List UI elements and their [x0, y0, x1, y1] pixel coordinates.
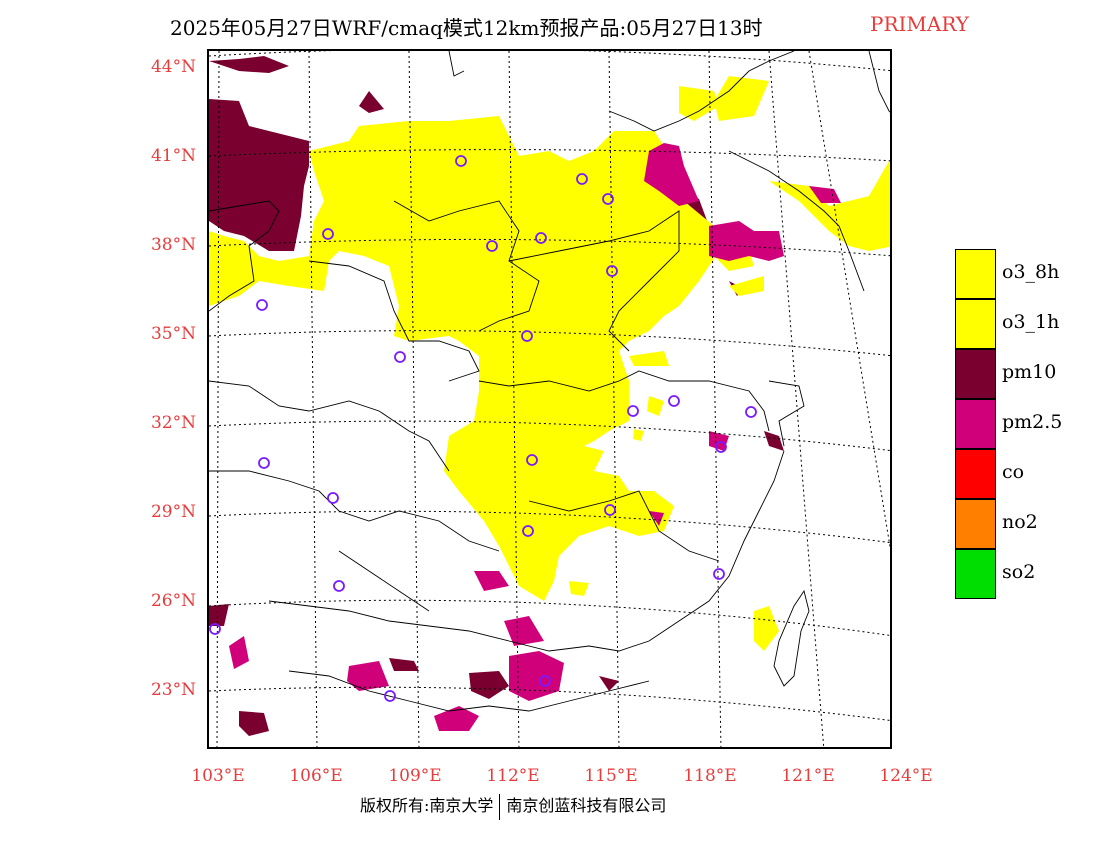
lon-label-106: 106°E — [289, 766, 343, 786]
footer-separator — [499, 793, 501, 820]
legend-swatch-co — [955, 449, 996, 499]
legend-label-no2: no2 — [1002, 511, 1038, 533]
legend-item-o3-8h: o3_8h — [955, 249, 1085, 299]
forecast-map — [209, 51, 890, 747]
title-row: 2025年05月27日WRF/cmaq模式12km预报产品:05月27日13时 … — [0, 12, 1100, 40]
legend-item-pm10: pm10 — [955, 349, 1085, 399]
lon-label-118: 118°E — [683, 766, 737, 786]
legend-swatch-pm10 — [955, 349, 996, 399]
copyright-footer: 版权所有:南京大学 南京创蓝科技有限公司 — [360, 792, 666, 820]
lon-label-112: 112°E — [486, 766, 540, 786]
legend-label-pm25: pm2.5 — [1002, 411, 1063, 433]
lat-label-35: 35°N — [150, 324, 196, 344]
lon-label-109: 109°E — [388, 766, 442, 786]
lon-label-121: 121°E — [781, 766, 835, 786]
lat-label-29: 29°N — [150, 502, 196, 522]
o3-layer — [209, 76, 890, 651]
legend-swatch-pm25 — [955, 399, 996, 449]
legend-item-co: co — [955, 449, 1085, 499]
lon-label-124: 124°E — [879, 766, 933, 786]
copyright-right: 南京创蓝科技有限公司 — [506, 796, 667, 815]
lat-label-32: 32°N — [150, 413, 196, 433]
lat-label-26: 26°N — [150, 591, 196, 611]
lat-label-41: 41°N — [150, 146, 196, 166]
copyright-left: 版权所有:南京大学 — [360, 796, 494, 815]
legend-item-no2: no2 — [955, 499, 1085, 549]
map-frame — [207, 49, 892, 749]
legend-label-o3-1h: o3_1h — [1002, 311, 1060, 333]
legend-item-pm25: pm2.5 — [955, 399, 1085, 449]
legend: o3_8h o3_1h pm10 pm2.5 co no2 so2 — [955, 249, 1085, 601]
lat-label-38: 38°N — [150, 235, 196, 255]
legend-label-co: co — [1002, 461, 1025, 483]
legend-item-o3-1h: o3_1h — [955, 299, 1085, 349]
legend-swatch-no2 — [955, 499, 996, 549]
lon-label-103: 103°E — [191, 766, 245, 786]
lat-label-44: 44°N — [150, 57, 196, 77]
legend-label-so2: so2 — [1002, 561, 1036, 583]
legend-label-o3-8h: o3_8h — [1002, 261, 1060, 283]
pm25-layer — [229, 143, 841, 731]
map-title: 2025年05月27日WRF/cmaq模式12km预报产品:05月27日13时 — [170, 16, 763, 40]
boundaries — [209, 51, 890, 712]
lon-label-115: 115°E — [584, 766, 638, 786]
station-markers — [209, 155, 757, 702]
legend-item-so2: so2 — [955, 549, 1085, 599]
legend-label-pm10: pm10 — [1002, 361, 1057, 383]
primary-tag: PRIMARY — [870, 12, 969, 36]
legend-swatch-o3-1h — [955, 299, 996, 349]
legend-swatch-so2 — [955, 549, 996, 599]
grid-lines — [209, 51, 890, 747]
legend-swatch-o3-8h — [955, 249, 996, 299]
lat-label-23: 23°N — [150, 680, 196, 700]
